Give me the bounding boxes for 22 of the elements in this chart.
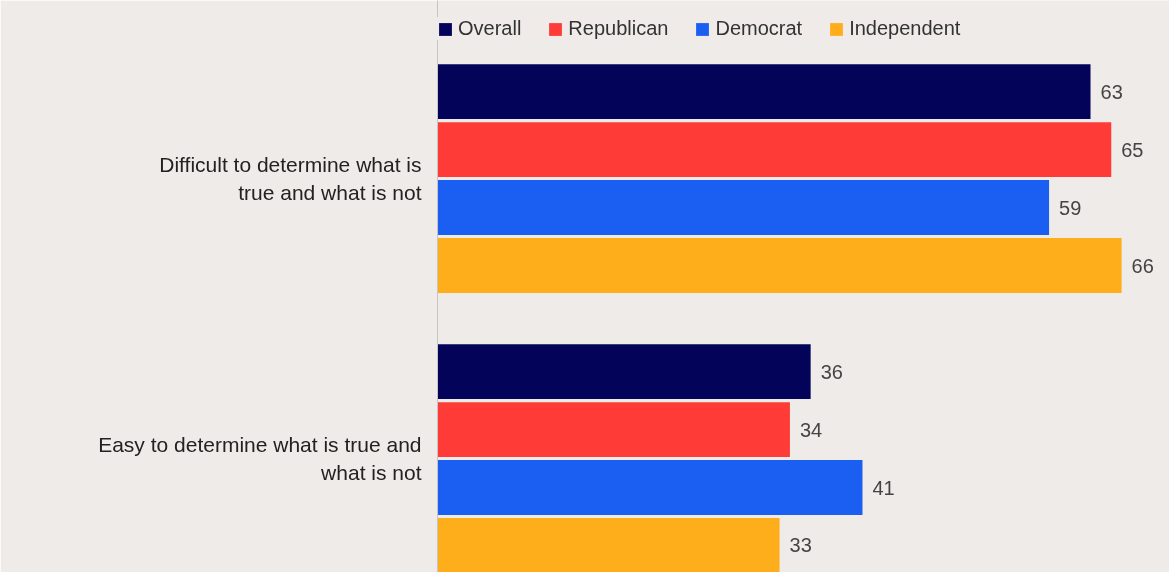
legend-label: Republican: [568, 17, 669, 40]
data-label: 59: [1059, 196, 1082, 219]
bar: [437, 238, 1122, 293]
bar: [437, 180, 1050, 235]
y-tick-label: Difficult to determine what is true and what is not: [159, 153, 422, 204]
data-label: 36: [820, 360, 843, 383]
bar: [437, 344, 811, 400]
data-label: 41: [872, 476, 895, 499]
data-label: 33: [789, 534, 812, 557]
bar: [437, 460, 863, 515]
legend-label: Democrat: [715, 17, 803, 40]
bar: [437, 64, 1091, 120]
data-label: 34: [799, 418, 823, 441]
data-label: 66: [1131, 254, 1154, 277]
data-label: 65: [1121, 138, 1144, 161]
bar: [437, 122, 1112, 178]
legend-label: Independent: [849, 17, 961, 40]
data-label: 63: [1100, 80, 1123, 103]
bar: [437, 518, 780, 572]
legend-label: Overall: [458, 17, 522, 40]
y-tick-label: Easy to determine what is true and what is not: [98, 433, 422, 484]
bar: [437, 402, 790, 458]
